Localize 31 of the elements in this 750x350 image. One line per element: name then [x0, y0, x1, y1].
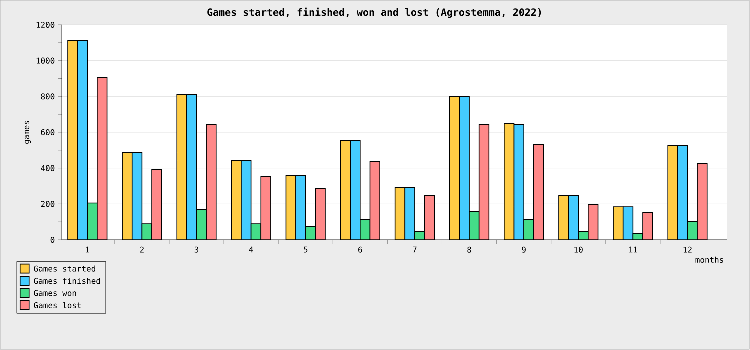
- bar: [668, 146, 678, 240]
- bar: [697, 163, 708, 240]
- chart-title: Games started, finished, won and lost (Agrostemma, 2022): [208, 8, 542, 18]
- bar: [97, 77, 108, 240]
- bar: [152, 170, 162, 240]
- bar: [132, 152, 143, 240]
- bar: [87, 202, 98, 240]
- bar: [370, 161, 380, 240]
- bar: [260, 176, 272, 240]
- bar: [394, 187, 406, 240]
- bar: [514, 124, 524, 240]
- bar: [449, 96, 460, 240]
- bar: [241, 160, 252, 240]
- bar: [678, 146, 688, 240]
- bar: [176, 94, 188, 240]
- bar: [340, 140, 351, 240]
- bar: [315, 188, 326, 240]
- bar: [122, 152, 133, 240]
- bar: [286, 175, 296, 240]
- bar: [77, 40, 88, 240]
- bar: [296, 175, 306, 240]
- bar: [206, 124, 217, 240]
- bar: [478, 124, 490, 240]
- bar: [68, 40, 78, 240]
- bar: [186, 94, 198, 240]
- bar: [231, 160, 242, 240]
- bar: [459, 96, 470, 240]
- bar: [504, 124, 515, 240]
- bar: [404, 187, 416, 240]
- bar: [350, 140, 361, 240]
- bar: [533, 144, 544, 240]
